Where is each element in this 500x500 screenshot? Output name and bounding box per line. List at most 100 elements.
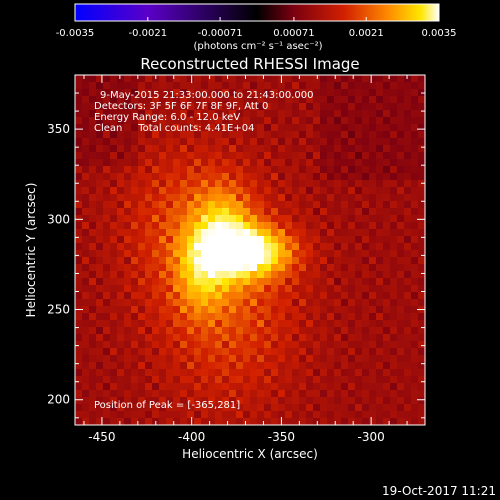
heatmap-cell xyxy=(327,166,335,174)
heatmap-cell xyxy=(110,376,118,384)
heatmap-cell xyxy=(180,383,188,391)
heatmap-cell xyxy=(271,334,279,342)
heatmap-cell xyxy=(390,187,398,195)
heatmap-cell xyxy=(264,341,272,349)
heatmap-cell xyxy=(229,208,237,216)
heatmap-cell xyxy=(187,96,195,104)
heatmap-cell xyxy=(117,341,125,349)
heatmap-cell xyxy=(117,96,125,104)
heatmap-cell xyxy=(306,306,314,314)
heatmap-cell xyxy=(131,271,139,279)
heatmap-cell xyxy=(320,306,328,314)
heatmap-cell xyxy=(334,278,342,286)
heatmap-cell xyxy=(243,103,251,111)
heatmap-cell xyxy=(362,236,370,244)
heatmap-cell xyxy=(257,187,265,195)
heatmap-cell xyxy=(397,222,405,230)
heatmap-cell xyxy=(215,229,223,237)
heatmap-cell xyxy=(369,215,377,223)
heatmap-cell xyxy=(271,411,279,419)
heatmap-cell xyxy=(194,250,202,258)
heatmap-cell xyxy=(201,124,209,132)
heatmap-cell xyxy=(278,166,286,174)
heatmap-cell xyxy=(327,131,335,139)
heatmap-cell xyxy=(103,96,111,104)
heatmap-cell xyxy=(411,320,419,328)
heatmap-cell xyxy=(166,201,174,209)
heatmap-cell xyxy=(215,243,223,251)
heatmap-cell xyxy=(117,187,125,195)
heatmap-cell xyxy=(124,264,132,272)
heatmap-cell xyxy=(383,334,391,342)
heatmap-cell xyxy=(187,299,195,307)
heatmap-cell xyxy=(355,411,363,419)
heatmap-cell xyxy=(117,117,125,125)
heatmap-cell xyxy=(257,278,265,286)
heatmap-cell xyxy=(236,369,244,377)
heatmap-cell xyxy=(411,194,419,202)
heatmap-cell xyxy=(313,250,321,258)
heatmap-cell xyxy=(117,82,125,90)
heatmap-cell xyxy=(327,348,335,356)
heatmap-cell xyxy=(187,390,195,398)
heatmap-cell xyxy=(306,89,314,97)
heatmap-cell xyxy=(397,355,405,363)
heatmap-cell xyxy=(411,278,419,286)
heatmap-cell xyxy=(355,124,363,132)
heatmap-cell xyxy=(89,397,97,405)
heatmap-cell xyxy=(208,404,216,412)
heatmap-cell xyxy=(243,411,251,419)
heatmap-cell xyxy=(278,82,286,90)
heatmap-cell xyxy=(201,243,209,251)
heatmap-cell xyxy=(313,313,321,321)
heatmap-cell xyxy=(215,173,223,181)
heatmap-cell xyxy=(229,390,237,398)
heatmap-cell xyxy=(362,96,370,104)
heatmap-cell xyxy=(418,362,426,370)
heatmap-cell xyxy=(180,271,188,279)
heatmap-cell xyxy=(271,278,279,286)
heatmap-cell xyxy=(383,362,391,370)
heatmap-cell xyxy=(96,173,104,181)
heatmap-cell xyxy=(341,152,349,160)
heatmap-cell xyxy=(292,292,300,300)
heatmap-cell xyxy=(187,278,195,286)
heatmap-cell xyxy=(166,418,174,426)
heatmap-cell xyxy=(334,390,342,398)
heatmap-cell xyxy=(369,285,377,293)
heatmap-cell xyxy=(320,390,328,398)
heatmap-cell xyxy=(145,236,153,244)
colorbar-tick-label: 0.00071 xyxy=(273,28,314,39)
heatmap-cell xyxy=(383,229,391,237)
heatmap-cell xyxy=(138,222,146,230)
heatmap-cell xyxy=(355,355,363,363)
heatmap-cell xyxy=(145,215,153,223)
heatmap-cell xyxy=(166,208,174,216)
heatmap-cell xyxy=(194,292,202,300)
heatmap-cell xyxy=(187,180,195,188)
heatmap-cell xyxy=(173,390,181,398)
heatmap-cell xyxy=(229,152,237,160)
heatmap-cell xyxy=(341,278,349,286)
heatmap-cell xyxy=(292,215,300,223)
heatmap-cell xyxy=(334,404,342,412)
chart-title: Reconstructed RHESSI Image xyxy=(140,55,359,73)
heatmap-cell xyxy=(215,327,223,335)
heatmap-cell xyxy=(201,411,209,419)
heatmap-cell xyxy=(404,271,412,279)
heatmap-cell xyxy=(180,285,188,293)
heatmap-cell xyxy=(348,229,356,237)
heatmap-cell xyxy=(376,369,384,377)
heatmap-cell xyxy=(355,397,363,405)
heatmap-cell xyxy=(341,285,349,293)
heatmap-cell xyxy=(418,194,426,202)
heatmap-cell xyxy=(278,222,286,230)
heatmap-cell xyxy=(89,96,97,104)
heatmap-cell xyxy=(110,138,118,146)
heatmap-cell xyxy=(306,152,314,160)
heatmap-cell xyxy=(236,341,244,349)
heatmap-cell xyxy=(376,278,384,286)
heatmap-cell xyxy=(173,334,181,342)
heatmap-cell xyxy=(82,383,90,391)
heatmap-cell xyxy=(250,145,258,153)
